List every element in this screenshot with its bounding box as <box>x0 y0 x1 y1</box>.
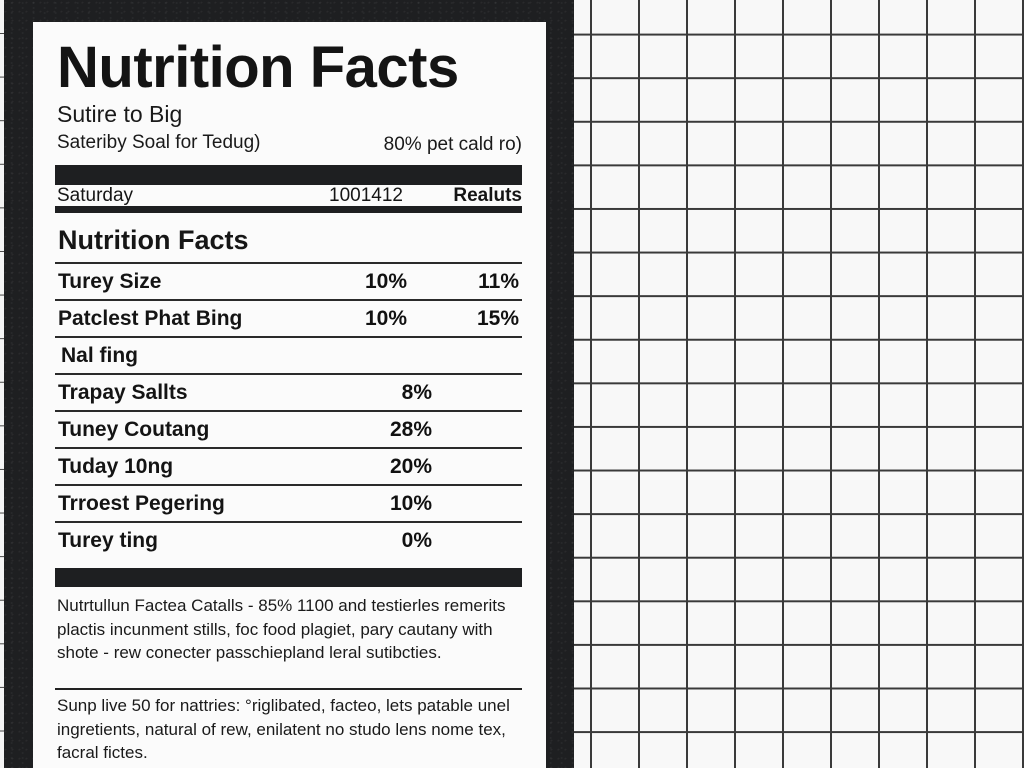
nutrient-value-1: 8% <box>401 381 432 404</box>
nutrient-value-1: 10% <box>364 307 407 330</box>
nutrient-name: Tuney Coutang <box>58 418 210 441</box>
footnote-1: Nutrtullun Factea Catalls - 85% 1100 and… <box>57 596 506 662</box>
footnote-2: Sunp live 50 for nattries: °riglibated, … <box>57 696 510 762</box>
nutrient-value-2: 15% <box>476 307 519 330</box>
thick-divider-bottom <box>55 568 522 587</box>
thick-divider-top <box>55 165 522 185</box>
header-right: Realuts <box>453 185 522 206</box>
nutrient-value-1: 0% <box>401 529 432 552</box>
header-left: Saturday <box>57 185 134 206</box>
nutrient-value-1: 20% <box>389 455 432 478</box>
nutrient-row: Turey Size 10% 11% <box>55 262 522 299</box>
serving-line-1: Sutire to Big <box>57 101 183 127</box>
nutrient-name: Nal fing <box>61 344 138 367</box>
grid-edge-strip <box>0 0 4 768</box>
nutrient-row: Turey ting 0% <box>55 521 522 558</box>
nutrition-label: Nutrition Facts Sutire to Big Sateriby S… <box>33 22 546 768</box>
section-title: Nutrition Facts <box>58 225 249 255</box>
nutrient-row: Trroest Pegering 10% <box>55 484 522 521</box>
nutrient-row: Trapay Sallts 8% <box>55 373 522 410</box>
serving-line-2: Sateriby Soal for Tedug) <box>57 132 261 153</box>
medium-divider <box>55 206 522 213</box>
nutrient-value-1: 28% <box>389 418 432 441</box>
serving-line-2-right: 80% pet cald ro) <box>383 134 522 155</box>
nutrient-name: Patclest Phat Bing <box>58 307 243 330</box>
label-header-row: Saturday 1001412 Realuts <box>57 185 522 207</box>
footnote-divider <box>55 688 522 690</box>
nutrient-rows: Turey Size 10% 11% Patclest Phat Bing 10… <box>55 262 522 558</box>
nutrient-row: Tuney Coutang 28% <box>55 410 522 447</box>
nutrient-row: Patclest Phat Bing 10% 15% <box>55 299 522 336</box>
nutrient-value-1: 10% <box>364 270 407 293</box>
header-middle: 1001412 <box>329 185 403 206</box>
nutrient-name: Turey ting <box>58 529 158 552</box>
nutrient-value-1: 10% <box>389 492 432 515</box>
nutrient-name: Tuday 10ng <box>58 455 174 478</box>
nutrient-value-2: 11% <box>478 270 519 293</box>
nutrient-row: Tuday 10ng 20% <box>55 447 522 484</box>
nutrient-name: Trapay Sallts <box>58 381 188 404</box>
nutrient-row: Nal fing <box>55 336 522 373</box>
label-title: Nutrition Facts <box>57 35 459 100</box>
nutrient-name: Trroest Pegering <box>58 492 225 515</box>
nutrient-name: Turey Size <box>58 270 162 293</box>
